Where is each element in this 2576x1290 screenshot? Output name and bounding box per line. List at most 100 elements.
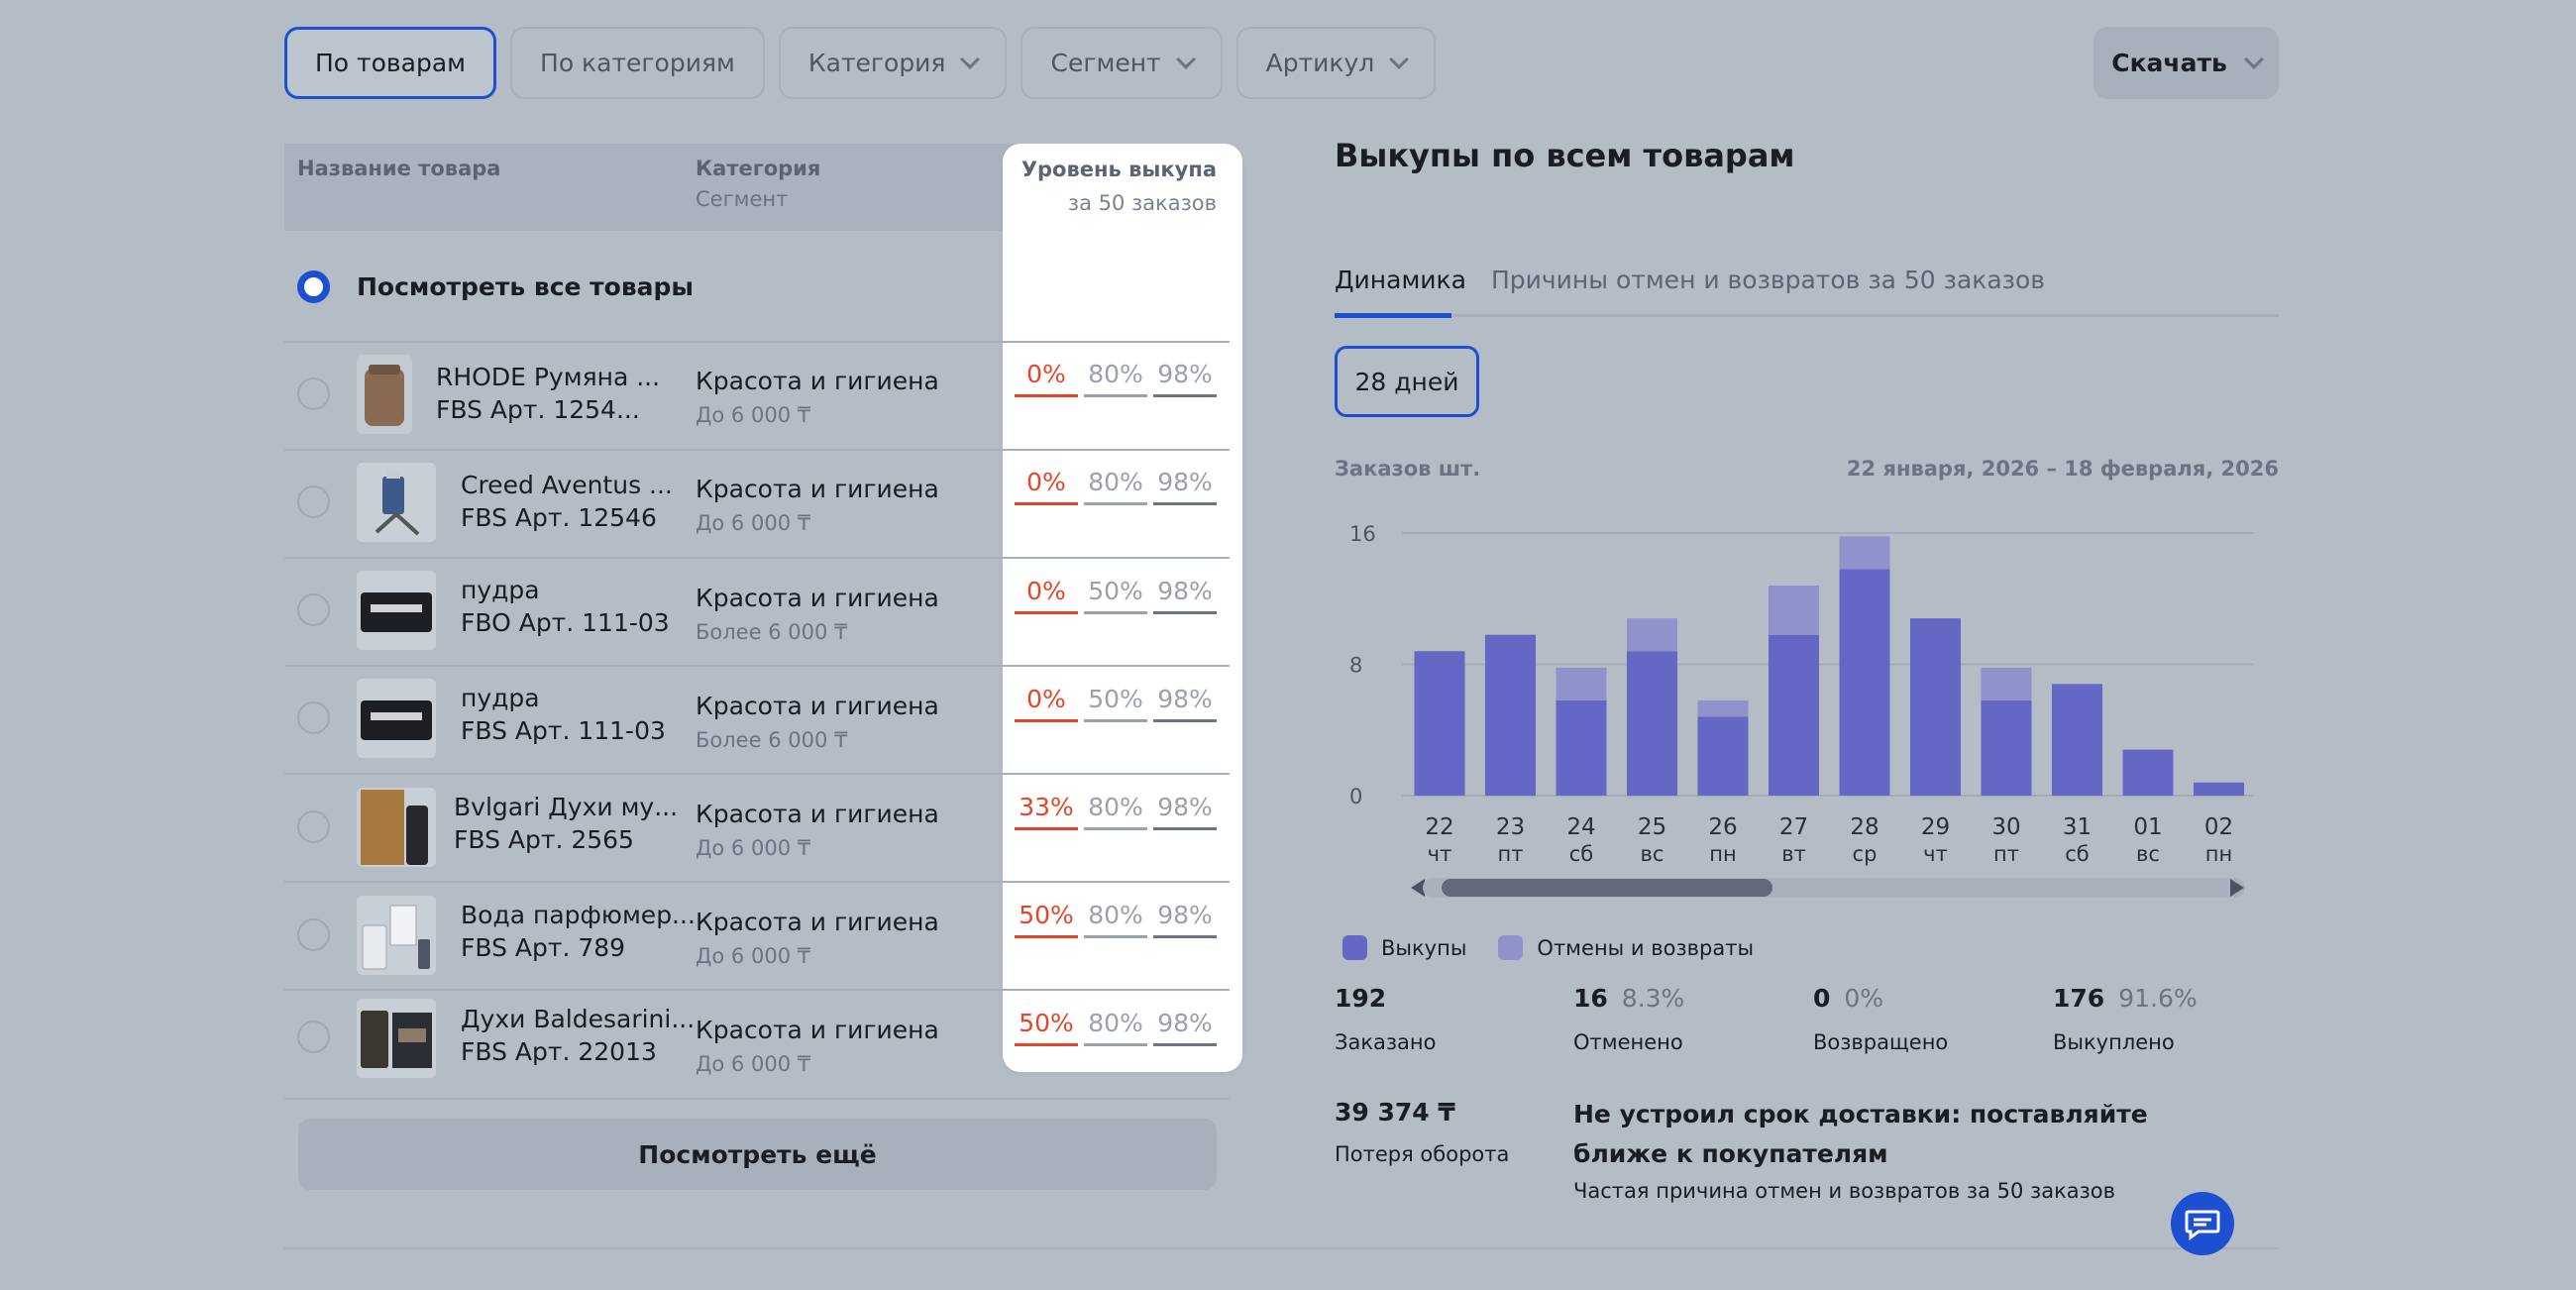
chevron-down-icon [1389, 50, 1410, 69]
table-row[interactable]: Bvlgari Духи му... FBS Арт. 2565 [454, 793, 678, 854]
category-dropdown-label: Категория [807, 49, 946, 77]
filter-by-product-button[interactable]: По товарам [284, 27, 497, 99]
x-tick-label: 23 [1496, 814, 1525, 840]
table-row[interactable]: Вода парфюмер... FBS Арт. 789 [461, 901, 696, 962]
x-tick-label: 01 [2133, 814, 2162, 840]
product-name: RHODE Румяна ... [436, 363, 661, 391]
filter-by-product-label: По товарам [315, 49, 467, 77]
product-category: Красота и гигиена [696, 367, 939, 395]
row-radio[interactable] [297, 485, 330, 518]
show-more-label: Посмотреть ещё [638, 1139, 877, 1169]
product-category: Красота и гигиена [696, 692, 939, 720]
tab-dynamics[interactable]: Динамика [1335, 266, 1466, 294]
chevron-down-icon [960, 50, 981, 69]
level-segment: 80% [1084, 360, 1147, 397]
top-reason-title: Не устроил срок доставки: поставляйте бл… [1573, 1100, 2148, 1168]
row-radio[interactable] [297, 918, 330, 951]
legend-swatch-buyouts [1342, 935, 1367, 960]
filter-by-category-button[interactable]: По категориям [510, 27, 765, 99]
bar-buyouts [1981, 699, 2032, 796]
page-title: Выкупы по всем товарам [1335, 137, 1795, 174]
row-radio[interactable] [297, 701, 330, 734]
product-thumbnail [357, 571, 436, 650]
support-chat-button[interactable] [2171, 1192, 2234, 1255]
view-all-label: Посмотреть все товары [357, 272, 695, 301]
table-row[interactable]: пудра FBS Арт. 111-03 [461, 684, 666, 745]
segment-dropdown[interactable]: Сегмент [1020, 27, 1223, 99]
product-thumbnail [357, 463, 436, 542]
category-dropdown[interactable]: Категория [778, 27, 1008, 99]
level-current: 50% [1015, 1009, 1078, 1046]
download-label: Скачать [2111, 49, 2227, 77]
table-row[interactable]: Духи Baldesarini... FBS Арт. 22013 [461, 1005, 695, 1066]
row-divider [284, 881, 1230, 883]
stat-label: Возвращено [1813, 1030, 1949, 1054]
y-axis-title: Заказов шт. [1335, 457, 1481, 481]
row-divider [284, 1098, 1230, 1100]
row-radio[interactable] [297, 593, 330, 626]
product-segment: До 6 000 ₸ [696, 944, 811, 968]
tab-reasons[interactable]: Причины отмен и возвратов за 50 заказов [1491, 266, 2046, 294]
row-radio[interactable] [297, 377, 330, 410]
level-current: 50% [1015, 901, 1078, 938]
scroll-left-icon[interactable] [1411, 879, 1425, 897]
bar-buyouts [1697, 716, 1749, 796]
product-article: FBS Арт. 111-03 [461, 716, 666, 745]
level-best: 98% [1153, 468, 1217, 505]
product-thumbnail [357, 679, 436, 758]
product-thumbnail [357, 788, 436, 867]
product-category-cell: Красота и гигиена До 6 000 ₸ [696, 475, 939, 535]
buyout-level-header: Уровень выкупа за 50 заказов [1003, 158, 1242, 215]
column-header-category: Категория [696, 157, 821, 180]
column-header-name: Название товара [297, 157, 501, 180]
download-button[interactable]: Скачать [2093, 27, 2279, 99]
table-row[interactable]: пудра FBO Арт. 111-03 [461, 576, 670, 637]
article-dropdown[interactable]: Артикул [1235, 27, 1437, 99]
product-name: пудра [461, 576, 540, 604]
scroll-right-icon[interactable] [2230, 879, 2244, 897]
product-thumbnail [357, 896, 436, 975]
x-tick-weekday: вс [2136, 842, 2160, 866]
segment-dropdown-label: Сегмент [1050, 49, 1161, 77]
row-radio[interactable] [297, 1021, 330, 1053]
bottom-divider [284, 1247, 2279, 1249]
row-radio[interactable] [297, 810, 330, 843]
product-segment: До 6 000 ₸ [696, 836, 811, 860]
table-row[interactable]: RHODE Румяна ... FBS Арт. 1254... [436, 363, 660, 424]
level-best: 98% [1153, 1009, 1217, 1046]
level-segment: 80% [1084, 468, 1147, 505]
tabs-divider [1335, 314, 2279, 317]
level-best: 98% [1153, 360, 1217, 397]
product-article: FBS Арт. 12546 [461, 503, 657, 532]
legend-label-buyouts: Выкупы [1381, 935, 1467, 960]
bar-buyouts [2052, 684, 2102, 796]
bar-cancels [1697, 699, 1749, 717]
product-thumbnail [357, 999, 436, 1078]
chevron-down-icon [2243, 50, 2264, 69]
stat-percent: 8.3% [1621, 984, 1685, 1013]
level-best: 98% [1153, 901, 1217, 938]
product-segment: Более 6 000 ₸ [696, 620, 848, 644]
legend-swatch-cancels [1498, 935, 1524, 960]
product-category: Красота и гигиена [696, 908, 939, 936]
product-name: Вода парфюмер... [461, 901, 696, 929]
product-article: FBS Арт. 2565 [454, 825, 634, 854]
period-28-days-button[interactable]: 28 дней [1335, 346, 1479, 417]
bar-cancels [1981, 667, 2032, 700]
filter-bar: По товарам По категориям Категория Сегме… [284, 27, 1437, 99]
product-thumbnail [357, 355, 412, 434]
level-current: 33% [1015, 793, 1078, 830]
level-segment: 50% [1084, 577, 1147, 614]
x-tick-label: 24 [1566, 814, 1595, 840]
chart-scrollbar-thumb[interactable] [1442, 879, 1772, 897]
y-tick-label: 8 [1349, 654, 1362, 678]
x-tick-label: 27 [1779, 814, 1808, 840]
product-category-cell: Красота и гигиена Более 6 000 ₸ [696, 692, 939, 752]
table-row[interactable]: Creed Aventus ... FBS Арт. 12546 [461, 471, 673, 532]
filter-by-category-label: По категориям [540, 49, 735, 77]
view-all-products-row[interactable]: Посмотреть все товары [297, 270, 694, 303]
stat-returned: 0 0% Возвращено [1813, 984, 1948, 1054]
level-segment: 80% [1084, 1009, 1147, 1046]
view-all-radio[interactable] [297, 270, 330, 303]
show-more-button[interactable]: Посмотреть ещё [298, 1119, 1217, 1190]
